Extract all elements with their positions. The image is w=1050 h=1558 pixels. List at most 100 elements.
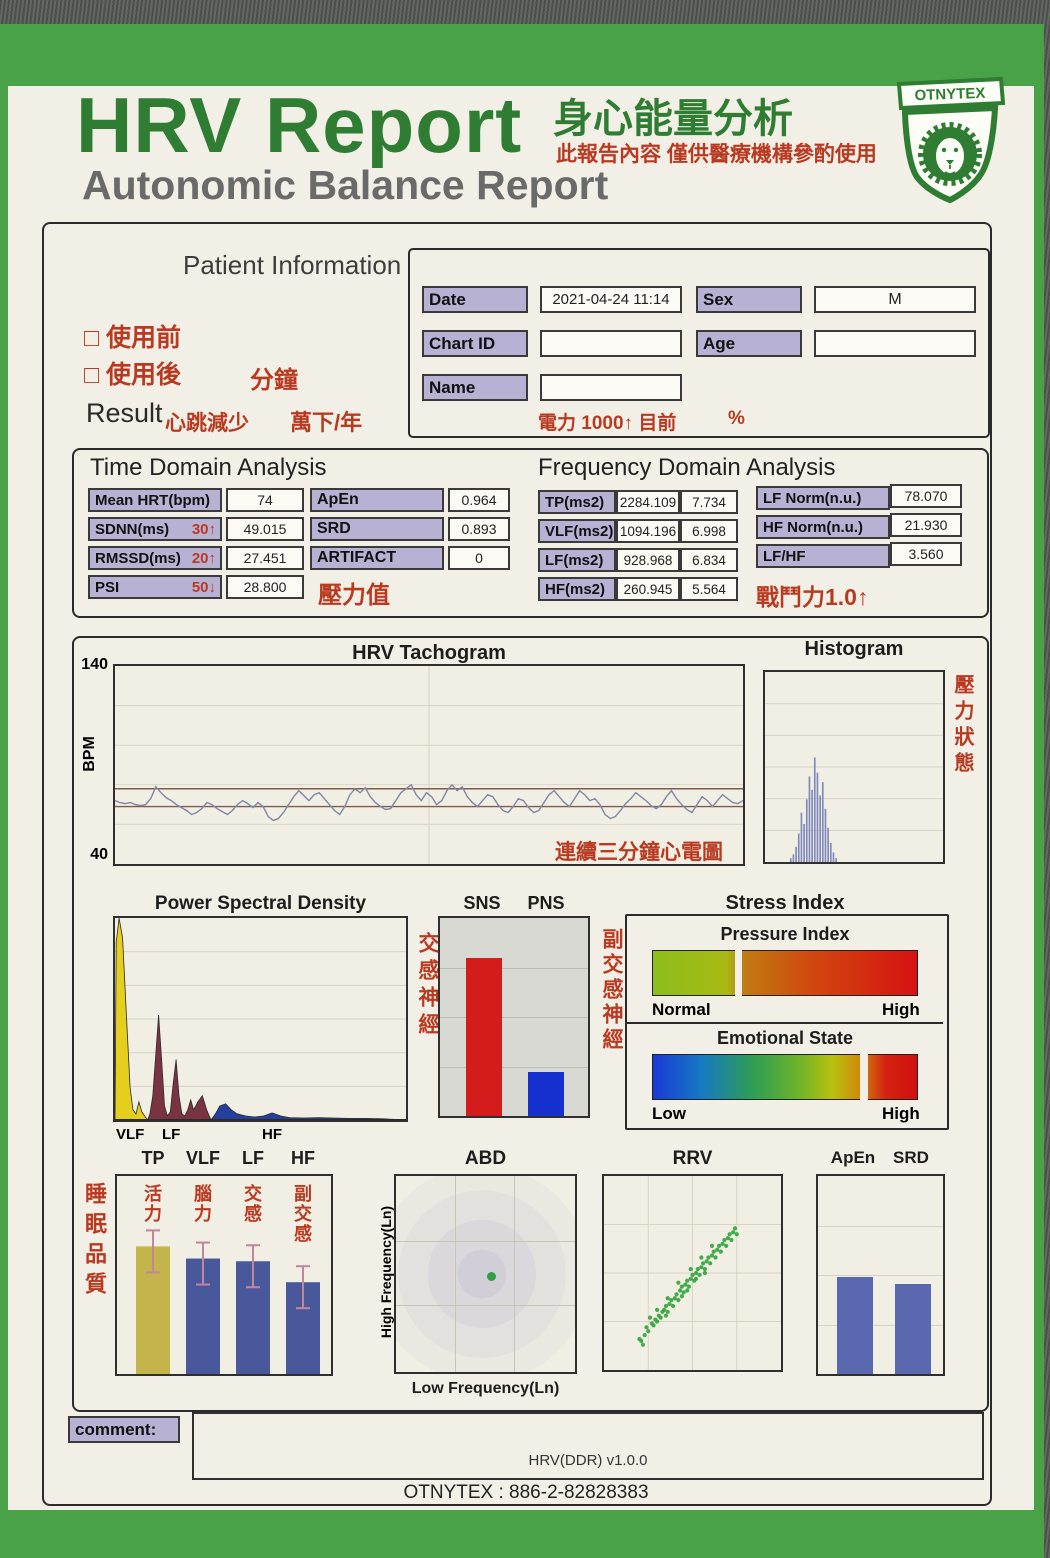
abd-ylabel: High Frequency(Ln) <box>378 1205 394 1339</box>
post-use-checkbox-zh: □ 使用後 <box>84 361 182 389</box>
psd-tick-hf: HF <box>262 1126 282 1143</box>
td-label-note: 20↑ <box>191 549 216 567</box>
report-subtitle: Autonomic Balance Report <box>82 162 609 208</box>
comment-label: comment: <box>68 1416 180 1443</box>
chart-id-value <box>540 330 682 357</box>
td-row-value: 0.964 <box>448 488 510 512</box>
psd-title: Power Spectral Density <box>154 893 367 914</box>
abd-title: ABD <box>464 1148 507 1169</box>
td-row-label: SDNN(ms) 30↑ <box>88 517 222 541</box>
gridline <box>396 1240 575 1242</box>
fd-row-value: 1094.196 <box>616 519 680 543</box>
apen-header: ApEn <box>830 1148 876 1167</box>
pns-bar <box>528 1072 564 1116</box>
sympathetic-label-zh: 交感神經 <box>416 932 439 1040</box>
report-body-frame <box>42 222 992 1506</box>
emotional-high-label: High <box>882 1104 920 1123</box>
td-row-value: 74 <box>226 488 304 512</box>
histogram-side-label-zh: 壓力狀態 <box>951 674 973 778</box>
contact-text: OTNYTEX : 886-2-82828383 <box>403 1482 649 1503</box>
rrv-plot <box>602 1174 783 1372</box>
analysis-box <box>72 448 989 618</box>
td-label-note: 30↑ <box>191 520 216 538</box>
disclaimer-zh: 此報告內容 僅供醫療機構參酌使用 <box>556 143 877 166</box>
gridline <box>440 967 588 969</box>
pressure-low-label: Normal <box>652 1000 711 1019</box>
sleep-header-lf: LF <box>242 1148 264 1168</box>
pre-use-checkbox-zh: □ 使用前 <box>84 324 182 352</box>
tachogram-title: HRV Tachogram <box>352 642 506 664</box>
td-label-text: PSI <box>95 578 120 596</box>
chart-id-label: Chart ID <box>422 330 528 357</box>
green-band-bottom <box>0 1510 1044 1558</box>
td-row-value: 28.800 <box>226 575 304 599</box>
tachogram-ymin: 40 <box>90 846 108 863</box>
lion-shield-icon: OTNYTEX <box>896 76 1006 204</box>
fd-row-label: HF(ms2) <box>538 577 616 601</box>
name-label: Name <box>422 374 528 401</box>
name-value <box>540 374 682 401</box>
sleep-bar-label-zh: 腦力 <box>192 1184 212 1224</box>
sleep-quality-plot: 活力 腦力 交感 副交感 <box>115 1174 333 1376</box>
sex-label: Sex <box>696 286 802 313</box>
sleep-header-tp: TP <box>141 1148 165 1168</box>
fd-row-value: 3.560 <box>890 542 962 566</box>
sleep-bar-label-zh: 活力 <box>142 1184 162 1224</box>
report-title: HRV Report <box>76 81 523 169</box>
emotional-state-marker <box>860 1054 868 1100</box>
result-zh: 心跳減少 <box>165 412 249 435</box>
fd-row-label: LF Norm(n.u.) <box>756 486 890 510</box>
otnytex-logo: OTNYTEX <box>890 76 1010 206</box>
tachogram-ylabel: BPM <box>80 736 98 772</box>
stress-divider <box>627 1022 943 1024</box>
fd-row-label: LF(ms2) <box>538 548 616 572</box>
age-value <box>814 330 976 357</box>
histogram-plot <box>763 670 945 864</box>
fd-row-value: 21.930 <box>890 513 962 537</box>
fd-row-ln: 6.998 <box>680 519 738 543</box>
abd-data-point <box>487 1272 496 1281</box>
td-row-label: SRD <box>310 517 444 541</box>
emotional-low-label: Low <box>652 1104 686 1123</box>
parasympathetic-label-zh: 副交感神經 <box>600 928 623 1053</box>
power-note-zh: 電力 1000↑ 目前 <box>538 413 677 434</box>
td-row-label: Mean HRT(bpm) <box>88 488 222 512</box>
sleep-header-hf: HF <box>291 1148 315 1168</box>
patient-info-box: Date 2021-04-24 11:14 Sex M Chart ID Age… <box>408 248 990 438</box>
abd-xlabel: Low Frequency(Ln) <box>411 1380 560 1397</box>
td-row-label: PSI 50↓ <box>88 575 222 599</box>
fight-power-zh: 戰鬥力1.0↑ <box>756 584 869 610</box>
result-label: Result <box>86 398 163 428</box>
date-label: Date <box>422 286 528 313</box>
fd-row-value: 928.968 <box>616 548 680 572</box>
td-row-label: ARTIFACT <box>310 546 444 570</box>
sns-pns-plot <box>438 916 590 1118</box>
fd-row-ln: 6.834 <box>680 548 738 572</box>
green-band-top <box>0 24 1044 86</box>
fd-row-value: 78.070 <box>890 484 962 508</box>
date-value: 2021-04-24 11:14 <box>540 286 682 313</box>
green-band-right <box>1034 24 1044 1558</box>
gridline <box>818 1275 943 1276</box>
gridline <box>440 1066 588 1068</box>
fd-row-ln: 7.734 <box>680 490 738 514</box>
freq-domain-title: Frequency Domain Analysis <box>538 454 836 481</box>
sleep-quality-label-zh: 睡眠品質 <box>82 1182 107 1302</box>
gridline <box>818 1225 943 1227</box>
td-label-text: RMSSD(ms) <box>95 549 181 567</box>
td-row-value: 0.893 <box>448 517 510 541</box>
fd-row-value: 260.945 <box>616 577 680 601</box>
td-row-value: 0 <box>448 546 510 570</box>
td-row-value: 27.451 <box>226 546 304 570</box>
sleep-header-vlf: VLF <box>186 1148 220 1168</box>
srd-bar <box>895 1284 931 1374</box>
pns-header: PNS <box>527 893 565 913</box>
report-title-zh: 身心能量分析 <box>553 97 793 141</box>
sleep-bar-label-zh: 副交感 <box>292 1184 312 1244</box>
td-row-label: ApEn <box>310 488 444 512</box>
psd-plot <box>113 916 408 1122</box>
td-label-text: Mean HRT(bpm) <box>95 491 210 509</box>
version-text: HRV(DDR) v1.0.0 <box>528 1452 648 1469</box>
fd-row-label: HF Norm(n.u.) <box>756 515 890 539</box>
